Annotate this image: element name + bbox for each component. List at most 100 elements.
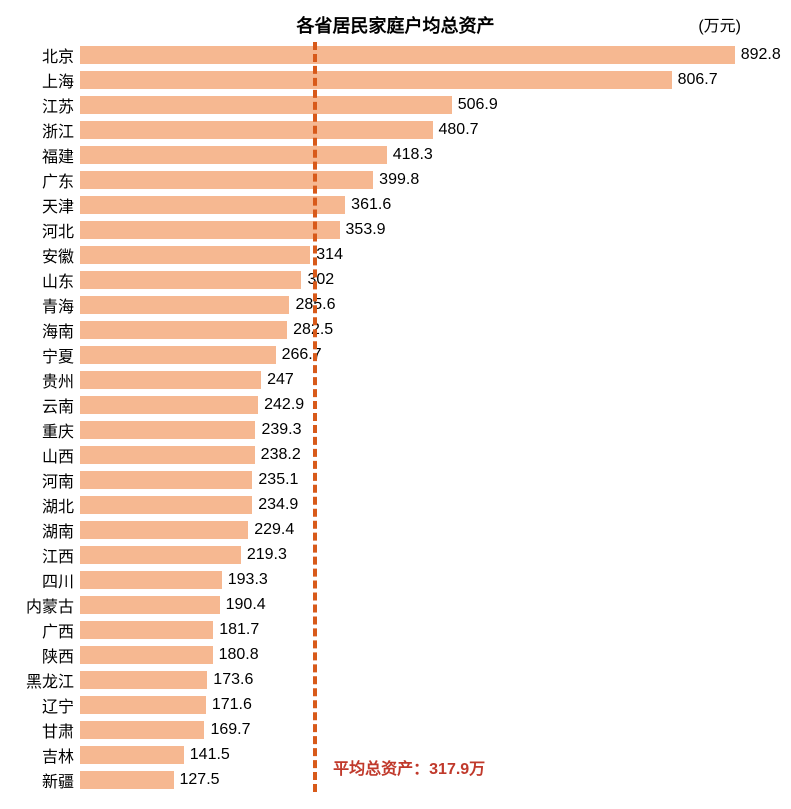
category-label: 河北 (42, 218, 80, 242)
bar-row: 江西219.3 (80, 542, 740, 567)
category-label: 云南 (42, 393, 80, 417)
category-label: 内蒙古 (26, 593, 80, 617)
bar (80, 271, 301, 289)
value-label: 242.9 (264, 396, 304, 414)
bar (80, 696, 206, 714)
bar (80, 396, 258, 414)
value-label: 506.9 (458, 96, 498, 114)
plot-area: 北京892.8上海806.7江苏506.9浙江480.7福建418.3广东399… (80, 42, 740, 792)
chart-title: 各省居民家庭户均总资产 (0, 12, 791, 38)
category-label: 北京 (42, 43, 80, 67)
category-label: 山东 (42, 268, 80, 292)
bar (80, 621, 213, 639)
bar-row: 浙江480.7 (80, 117, 740, 142)
category-label: 海南 (42, 318, 80, 342)
category-label: 青海 (42, 293, 80, 317)
category-label: 四川 (42, 568, 80, 592)
bar-row: 安徽314 (80, 242, 740, 267)
bar (80, 196, 345, 214)
bar-row: 陕西180.8 (80, 642, 740, 667)
value-label: 247 (267, 371, 294, 389)
value-label: 171.6 (212, 696, 252, 714)
category-label: 宁夏 (42, 343, 80, 367)
average-label: 平均总资产：317.9万 (333, 755, 485, 779)
bar (80, 646, 213, 664)
chart-container: 各省居民家庭户均总资产 (万元) 北京892.8上海806.7江苏506.9浙江… (0, 0, 791, 809)
bar (80, 671, 207, 689)
value-label: 229.4 (254, 521, 294, 539)
category-label: 陕西 (42, 643, 80, 667)
bar-row: 湖南229.4 (80, 517, 740, 542)
bar-row: 江苏506.9 (80, 92, 740, 117)
bar (80, 296, 289, 314)
category-label: 山西 (42, 443, 80, 467)
value-label: 418.3 (393, 146, 433, 164)
bar (80, 121, 433, 139)
category-label: 湖南 (42, 518, 80, 542)
average-label-value: 317.9万 (429, 761, 485, 778)
bar-row: 宁夏266.7 (80, 342, 740, 367)
value-label: 219.3 (247, 546, 287, 564)
category-label: 黑龙江 (26, 668, 80, 692)
bar (80, 171, 373, 189)
category-label: 浙江 (42, 118, 80, 142)
category-label: 福建 (42, 143, 80, 167)
bar (80, 746, 184, 764)
bar (80, 471, 252, 489)
bar-row: 上海806.7 (80, 67, 740, 92)
value-label: 399.8 (379, 171, 419, 189)
value-label: 180.8 (219, 646, 259, 664)
average-label-prefix: 平均总资产： (333, 761, 429, 778)
category-label: 甘肃 (42, 718, 80, 742)
value-label: 181.7 (219, 621, 259, 639)
bar (80, 221, 340, 239)
category-label: 吉林 (42, 743, 80, 767)
bar-row: 天津361.6 (80, 192, 740, 217)
value-label: 806.7 (678, 71, 718, 89)
bar-row: 山东302 (80, 267, 740, 292)
category-label: 新疆 (42, 768, 80, 792)
bar (80, 371, 261, 389)
value-label: 235.1 (258, 471, 298, 489)
bar-row: 内蒙古190.4 (80, 592, 740, 617)
value-label: 361.6 (351, 196, 391, 214)
bar-row: 海南282.5 (80, 317, 740, 342)
value-label: 127.5 (180, 771, 220, 789)
bar-row: 重庆239.3 (80, 417, 740, 442)
bar-row: 河南235.1 (80, 467, 740, 492)
bar-row: 山西238.2 (80, 442, 740, 467)
average-line (313, 42, 317, 792)
bar (80, 246, 310, 264)
bar (80, 346, 276, 364)
chart-unit-label: (万元) (698, 12, 741, 36)
value-label: 190.4 (226, 596, 266, 614)
value-label: 169.7 (210, 721, 250, 739)
bar (80, 546, 241, 564)
value-label: 173.6 (213, 671, 253, 689)
bar (80, 46, 735, 64)
category-label: 贵州 (42, 368, 80, 392)
category-label: 江苏 (42, 93, 80, 117)
value-label: 141.5 (190, 746, 230, 764)
bar (80, 446, 255, 464)
category-label: 安徽 (42, 243, 80, 267)
bar (80, 146, 387, 164)
bar-row: 四川193.3 (80, 567, 740, 592)
value-label: 234.9 (258, 496, 298, 514)
bar-row: 北京892.8 (80, 42, 740, 67)
bar (80, 96, 452, 114)
category-label: 广东 (42, 168, 80, 192)
bar-row: 河北353.9 (80, 217, 740, 242)
category-label: 广西 (42, 618, 80, 642)
bar-row: 黑龙江173.6 (80, 667, 740, 692)
value-label: 892.8 (741, 46, 781, 64)
value-label: 480.7 (439, 121, 479, 139)
category-label: 江西 (42, 543, 80, 567)
bar (80, 521, 248, 539)
category-label: 上海 (42, 68, 80, 92)
category-label: 辽宁 (42, 693, 80, 717)
bar-row: 湖北234.9 (80, 492, 740, 517)
value-label: 302 (307, 271, 334, 289)
bar (80, 321, 287, 339)
value-label: 353.9 (346, 221, 386, 239)
